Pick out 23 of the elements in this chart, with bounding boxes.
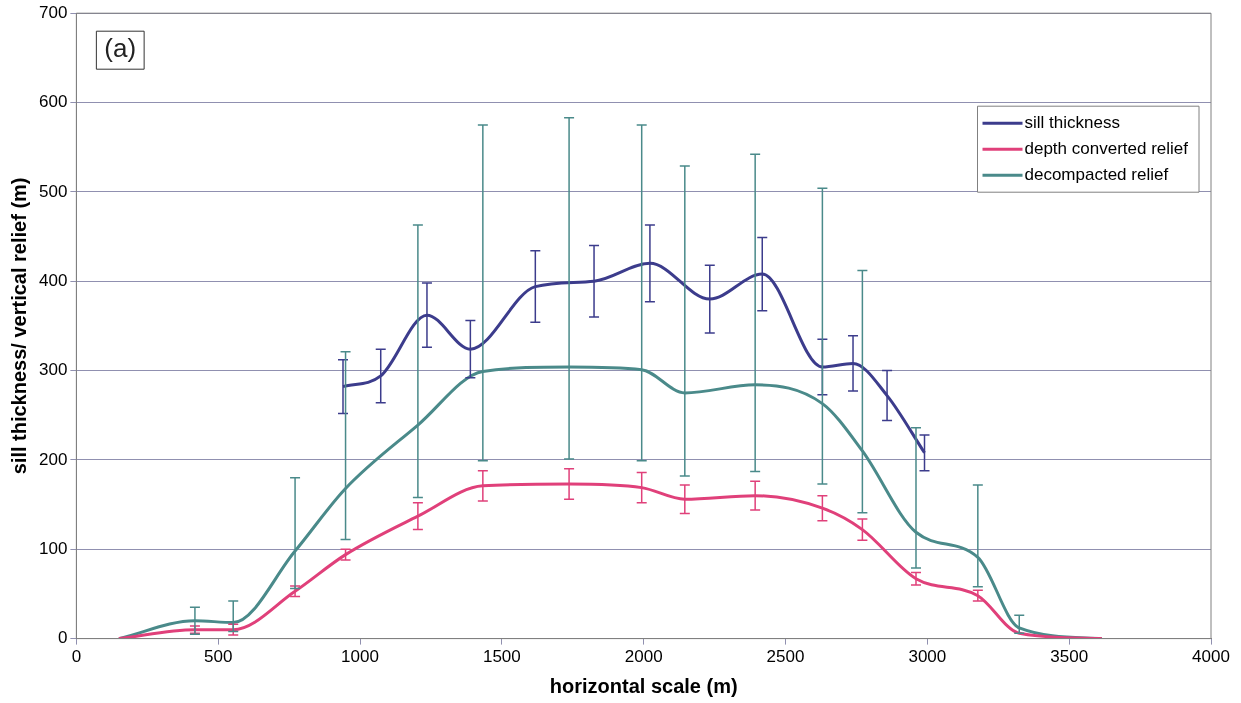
x-tick-label: 2500 [766, 647, 805, 667]
y-tick-label: 500 [38, 181, 68, 201]
x-tick-label: 1000 [341, 647, 379, 667]
y-tick-label: 600 [38, 92, 68, 112]
legend-label: depth converted relief [1024, 138, 1189, 158]
x-tick-label: 3500 [1050, 647, 1089, 667]
x-tick-label: 2000 [624, 647, 663, 667]
y-tick-label: 200 [38, 449, 68, 469]
y-tick-label: 100 [38, 538, 68, 558]
x-tick-label: 0 [71, 647, 82, 667]
x-tick-label: 1500 [482, 647, 521, 667]
y-tick-label: 400 [38, 270, 68, 290]
x-tick-label: 4000 [1192, 647, 1230, 667]
y-tick-label: 700 [38, 2, 68, 22]
x-axis-title: horizontal scale (m) [549, 674, 738, 697]
legend-label: sill thickness [1024, 112, 1120, 132]
y-axis-title: sill thickness/ vertical relief (m) [7, 177, 30, 475]
annotation: (a) [104, 33, 137, 64]
x-tick-label: 3000 [908, 647, 947, 667]
y-tick-label: 0 [57, 628, 68, 648]
x-tick-label: 500 [204, 647, 233, 667]
legend-label: decompacted relief [1024, 164, 1169, 184]
y-tick-label: 300 [38, 360, 68, 380]
